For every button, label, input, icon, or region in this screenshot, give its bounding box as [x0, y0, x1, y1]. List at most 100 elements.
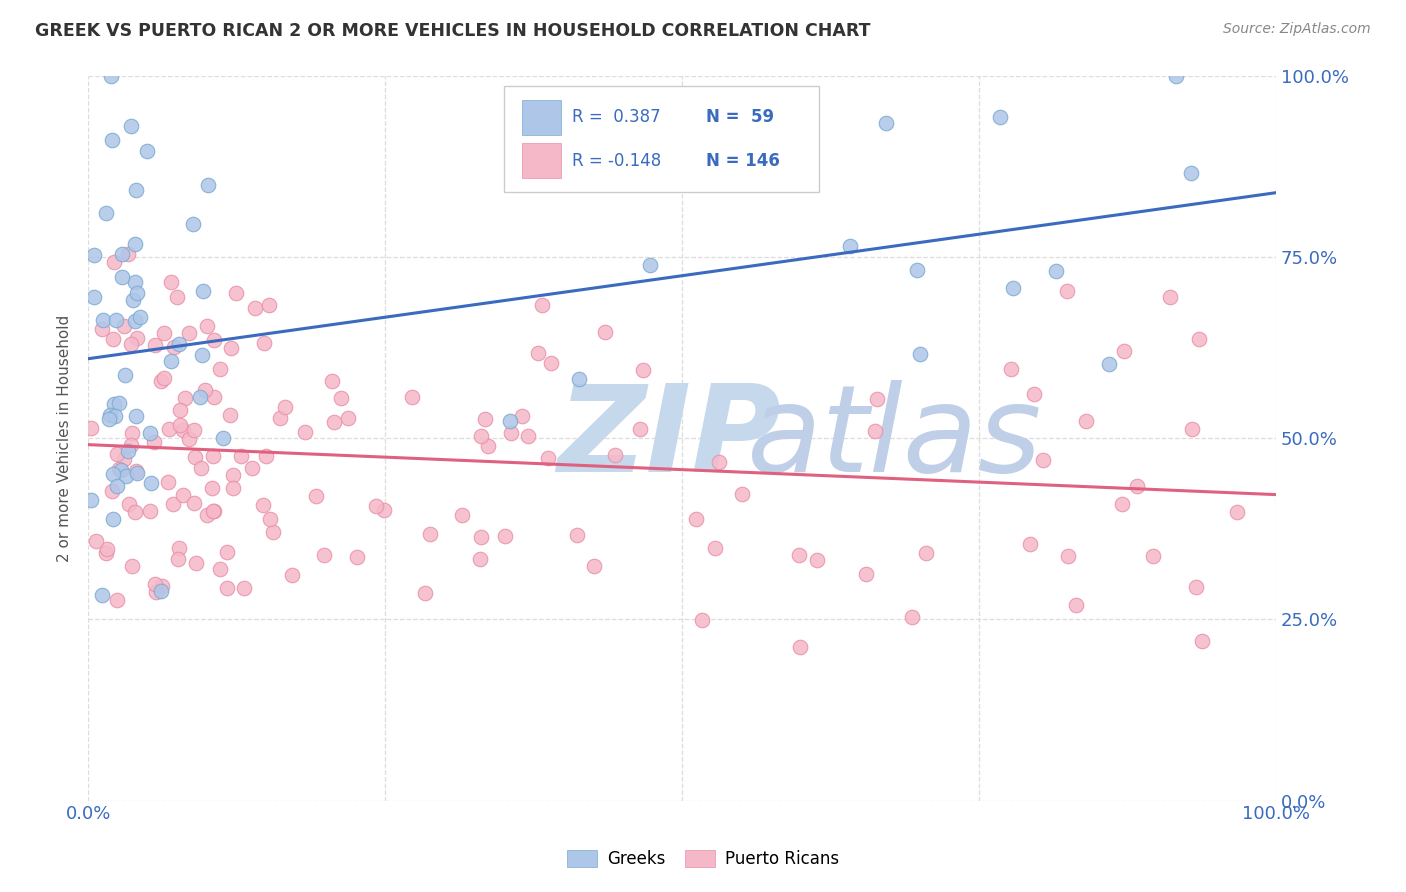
- Point: [101, 332, 124, 346]
- Point: [96, 541, 118, 556]
- Point: [124, 275, 146, 289]
- Point: [83, 290, 105, 304]
- Point: [630, 422, 652, 436]
- Point: [262, 524, 284, 539]
- Point: [121, 558, 143, 573]
- Point: [139, 425, 162, 440]
- Point: [1032, 453, 1054, 467]
- Point: [540, 356, 562, 370]
- Point: [281, 568, 304, 582]
- Point: [101, 467, 124, 482]
- Point: [1159, 289, 1181, 303]
- Point: [94, 546, 117, 560]
- Point: [631, 363, 654, 377]
- Text: ZIP: ZIP: [557, 380, 782, 497]
- Point: [1057, 549, 1080, 563]
- Point: [616, 168, 638, 182]
- Point: [118, 497, 141, 511]
- Point: [188, 390, 211, 404]
- Point: [120, 120, 142, 134]
- Point: [103, 397, 125, 411]
- Point: [789, 548, 811, 562]
- Point: [231, 449, 253, 463]
- Point: [233, 581, 256, 595]
- Point: [101, 133, 124, 147]
- Point: [221, 468, 243, 483]
- Point: [169, 336, 191, 351]
- Point: [501, 426, 523, 441]
- Point: [583, 558, 606, 573]
- Point: [322, 415, 344, 429]
- Point: [114, 368, 136, 383]
- Text: N =  59: N = 59: [706, 109, 773, 127]
- Point: [91, 588, 114, 602]
- Point: [208, 562, 231, 576]
- Point: [863, 425, 886, 439]
- FancyBboxPatch shape: [522, 143, 561, 178]
- Point: [269, 411, 291, 425]
- Point: [225, 285, 247, 300]
- Point: [157, 422, 180, 436]
- Point: [605, 448, 627, 462]
- Point: [105, 592, 128, 607]
- Point: [105, 478, 128, 492]
- Point: [209, 362, 232, 376]
- Point: [202, 504, 225, 518]
- Point: [110, 463, 132, 477]
- Point: [112, 318, 135, 333]
- Point: [152, 371, 174, 385]
- Point: [373, 503, 395, 517]
- Point: [243, 301, 266, 315]
- Point: [1111, 497, 1133, 511]
- Point: [593, 325, 616, 339]
- Point: [101, 512, 124, 526]
- Point: [84, 533, 107, 548]
- Point: [157, 475, 180, 489]
- Point: [1018, 537, 1040, 551]
- Point: [120, 438, 142, 452]
- Point: [162, 497, 184, 511]
- Point: [197, 508, 219, 522]
- Point: [211, 431, 233, 445]
- Text: N = 146: N = 146: [706, 152, 780, 169]
- Point: [314, 548, 336, 562]
- Point: [855, 567, 877, 582]
- Point: [194, 383, 217, 397]
- Point: [114, 469, 136, 483]
- Point: [222, 481, 245, 495]
- Point: [1022, 387, 1045, 401]
- Point: [1000, 362, 1022, 376]
- Point: [159, 354, 181, 368]
- Point: [709, 455, 731, 469]
- Point: [914, 546, 936, 560]
- Point: [1142, 549, 1164, 563]
- Point: [419, 526, 441, 541]
- Point: [141, 475, 163, 490]
- Point: [127, 466, 149, 480]
- Point: [121, 293, 143, 307]
- Point: [177, 326, 200, 340]
- Point: [167, 541, 190, 555]
- Point: [703, 541, 725, 555]
- Point: [638, 258, 661, 272]
- Point: [865, 392, 887, 407]
- Point: [105, 446, 128, 460]
- Point: [104, 313, 127, 327]
- Point: [905, 263, 928, 277]
- Text: Source: ZipAtlas.com: Source: ZipAtlas.com: [1223, 22, 1371, 37]
- Point: [274, 401, 297, 415]
- Point: [527, 345, 550, 359]
- Point: [988, 110, 1011, 124]
- Point: [172, 488, 194, 502]
- Point: [1184, 580, 1206, 594]
- Point: [125, 183, 148, 197]
- Point: [121, 337, 143, 351]
- Point: [451, 508, 474, 523]
- Point: [183, 496, 205, 510]
- Point: [202, 504, 225, 518]
- Point: [1114, 343, 1136, 358]
- Point: [516, 429, 538, 443]
- Text: GREEK VS PUERTO RICAN 2 OR MORE VEHICLES IN HOUSEHOLD CORRELATION CHART: GREEK VS PUERTO RICAN 2 OR MORE VEHICLES…: [35, 22, 870, 40]
- Y-axis label: 2 or more Vehicles in Household: 2 or more Vehicles in Household: [58, 315, 72, 562]
- Point: [162, 340, 184, 354]
